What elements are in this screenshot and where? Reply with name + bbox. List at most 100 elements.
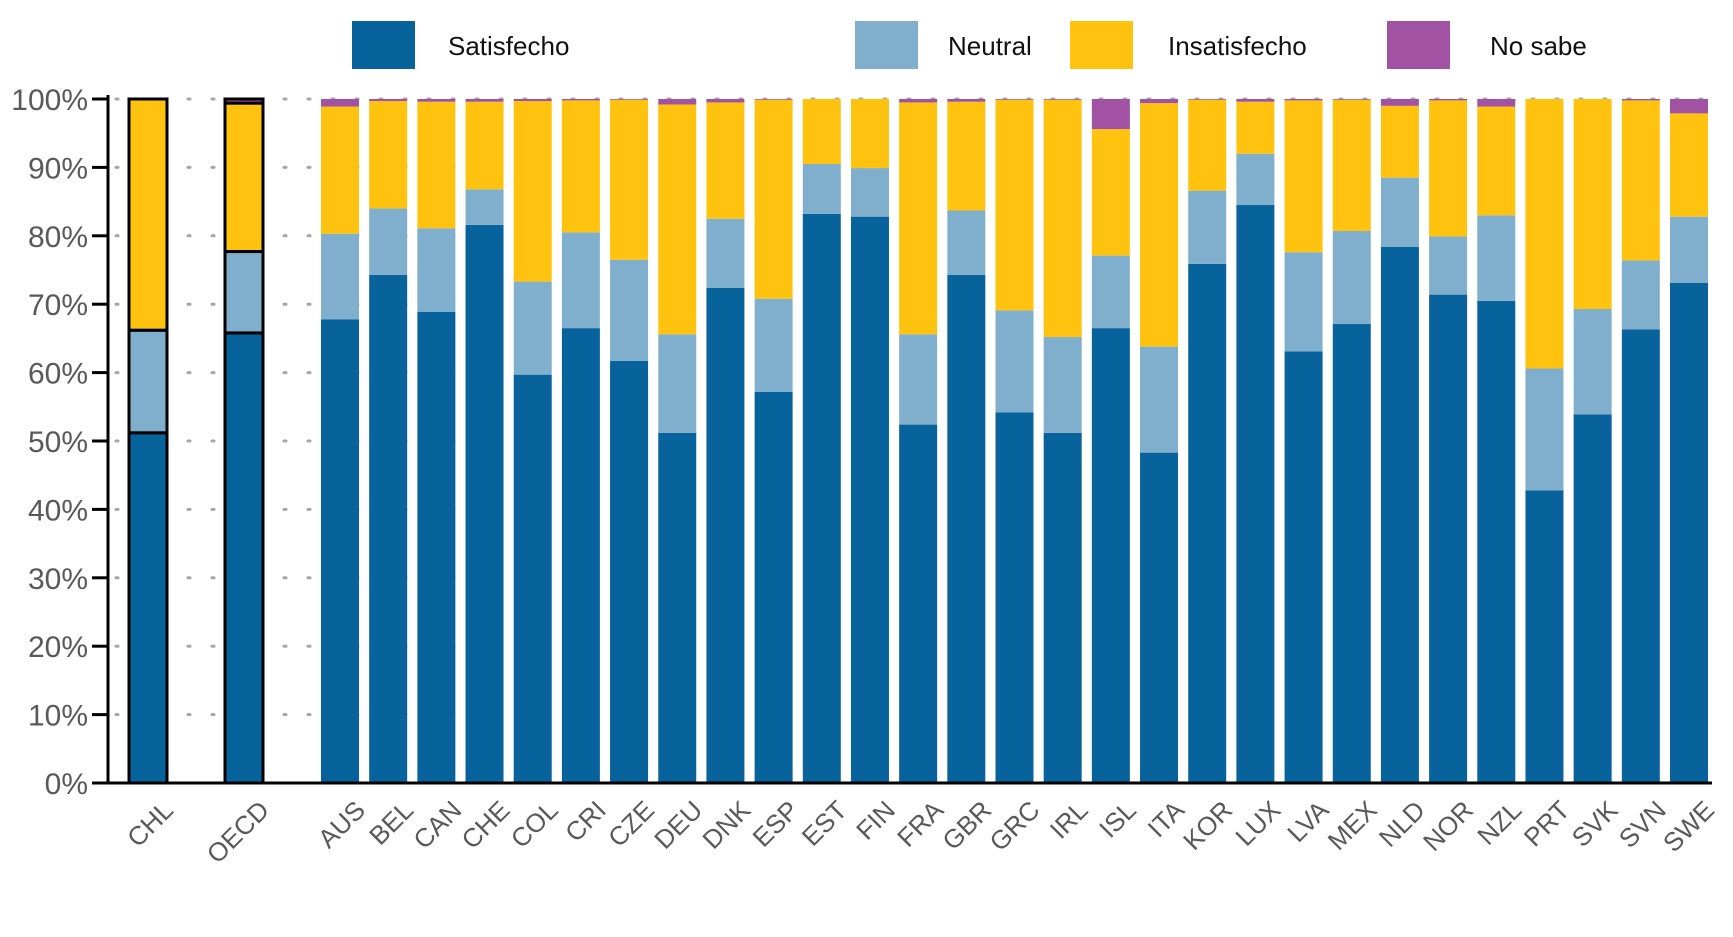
bar-segment-oecd-neutral <box>223 250 265 335</box>
bar-segment-est-satisfecho <box>802 213 841 784</box>
legend-swatch <box>1387 21 1450 69</box>
bar-segment-cze-neutral <box>610 259 649 361</box>
bar-segment-gbr-no-sabe <box>947 99 986 102</box>
bar-segment-che-no-sabe <box>465 99 504 102</box>
bar-segment-mex-no-sabe <box>1332 99 1371 100</box>
x-tick-label-mex: MEX <box>1322 795 1383 856</box>
bar-segment-aus-satisfecho <box>321 319 359 783</box>
bar-segment-col-no-sabe <box>513 99 552 102</box>
x-tick-label-irl: IRL <box>1044 795 1094 845</box>
bar-segment-fra-neutral <box>899 334 938 425</box>
bar-segment-aus-neutral <box>321 233 359 320</box>
bar-segment-nzl-neutral <box>1477 215 1516 301</box>
x-tick-label-est: EST <box>796 795 853 852</box>
bar-segment-nzl-no-sabe <box>1477 99 1516 107</box>
bar-segment-esp-satisfecho <box>754 391 793 783</box>
bar-segment-chl-neutral <box>127 328 169 435</box>
bar-segment-kor-insatisfecho <box>1188 99 1227 191</box>
bar-segment-grc-satisfecho <box>995 412 1034 783</box>
x-tick-label-grc: GRC <box>983 795 1045 857</box>
bar-group-chl <box>127 97 169 785</box>
bar-group-kor <box>1188 99 1227 783</box>
x-tick-label-esp: ESP <box>747 795 805 853</box>
legend-item-neutral: Neutral <box>855 21 1032 69</box>
bar-group-aus <box>321 99 359 783</box>
legend-item-no-sabe: No sabe <box>1387 21 1587 69</box>
bar-segment-aus-no-sabe <box>321 99 359 107</box>
bar-segment-fra-insatisfecho <box>899 102 938 335</box>
bar-segment-can-insatisfecho <box>417 101 456 229</box>
bar-segment-swe-insatisfecho <box>1670 113 1708 217</box>
bar-segment-irl-no-sabe <box>1043 99 1082 100</box>
bar-segment-dnk-neutral <box>706 218 745 288</box>
bar-group-nor <box>1429 99 1468 783</box>
bar-segment-fra-no-sabe <box>899 99 938 103</box>
y-tick-label: 10% <box>28 700 88 733</box>
legend-label: Satisfecho <box>448 31 569 61</box>
bar-segment-cze-no-sabe <box>610 99 649 100</box>
x-tick-label-cri: CRI <box>559 795 612 848</box>
bar-segment-prt-satisfecho <box>1525 490 1564 783</box>
bar-group-che <box>465 99 504 783</box>
bar-group-prt <box>1525 99 1564 783</box>
x-tick-label-gbr: GBR <box>936 795 997 856</box>
bar-segment-nor-satisfecho <box>1429 294 1468 783</box>
bar-segment-cri-neutral <box>561 232 600 329</box>
bar-segment-deu-neutral <box>658 334 697 433</box>
bar-segment-oecd-no-sabe <box>223 97 265 105</box>
bar-group-mex <box>1332 99 1371 783</box>
bar-segment-fin-insatisfecho <box>850 99 889 169</box>
bar-group-nzl <box>1477 99 1516 783</box>
x-tick-label-prt: PRT <box>1518 795 1576 853</box>
bar-segment-fin-neutral <box>850 168 889 217</box>
y-tick-label: 40% <box>28 494 88 527</box>
x-tick-label-nor: NOR <box>1417 795 1479 857</box>
bar-group-swe <box>1670 99 1708 783</box>
x-tick-label-lux: LUX <box>1229 795 1286 852</box>
x-tick-label-swe: SWE <box>1657 795 1720 858</box>
bar-group-oecd <box>223 97 265 785</box>
bar-segment-bel-insatisfecho <box>369 101 408 209</box>
bar-segment-lva-insatisfecho <box>1284 100 1323 253</box>
bar-segment-lux-insatisfecho <box>1236 101 1275 154</box>
bar-segment-lux-neutral <box>1236 153 1275 206</box>
bar-segment-svk-insatisfecho <box>1573 99 1612 309</box>
legend: Satisfecho Neutral Insatisfecho No sabe <box>352 21 1587 69</box>
bar-segment-grc-neutral <box>995 310 1034 413</box>
bar-segment-che-satisfecho <box>465 224 504 783</box>
legend-swatch <box>1070 21 1133 69</box>
y-tick-label: 30% <box>28 563 88 596</box>
bar-group-col <box>513 99 552 783</box>
bar-segment-est-insatisfecho <box>802 99 841 164</box>
bar-segment-cri-insatisfecho <box>561 100 600 233</box>
bar-segment-irl-satisfecho <box>1043 432 1082 783</box>
bar-segment-chl-satisfecho <box>127 431 169 785</box>
bar-segment-dnk-no-sabe <box>706 99 745 103</box>
bar-segment-can-satisfecho <box>417 311 456 783</box>
bar-segment-lux-satisfecho <box>1236 205 1275 783</box>
bar-group-cze <box>610 99 649 783</box>
x-tick-label-che: CHE <box>455 795 515 855</box>
bar-segment-svn-insatisfecho <box>1621 100 1660 261</box>
bar-segment-nld-satisfecho <box>1380 246 1419 783</box>
legend-label: No sabe <box>1490 31 1587 61</box>
legend-item-insatisfecho: Insatisfecho <box>1070 21 1307 69</box>
bar-segment-dnk-satisfecho <box>706 287 745 783</box>
bar-segment-bel-neutral <box>369 208 408 275</box>
bar-segment-ita-no-sabe <box>1140 99 1179 104</box>
bar-segment-irl-insatisfecho <box>1043 99 1082 338</box>
bar-segment-swe-neutral <box>1670 216 1708 283</box>
bar-segment-esp-neutral <box>754 298 793 392</box>
bar-segment-esp-no-sabe <box>754 99 793 100</box>
bar-segment-svn-neutral <box>1621 260 1660 330</box>
bar-group-gbr <box>947 99 986 783</box>
bar-segment-nld-insatisfecho <box>1380 105 1419 178</box>
bar-segment-isl-neutral <box>1091 255 1130 329</box>
bar-segment-est-neutral <box>802 163 841 214</box>
x-tick-label-bel: BEL <box>363 795 419 851</box>
bar-segment-prt-insatisfecho <box>1525 99 1564 369</box>
bar-segment-mex-neutral <box>1332 231 1371 325</box>
bar-segment-chl-insatisfecho <box>127 97 169 332</box>
x-tick-label-isl: ISL <box>1093 795 1142 844</box>
bar-segment-oecd-satisfecho <box>223 331 265 785</box>
